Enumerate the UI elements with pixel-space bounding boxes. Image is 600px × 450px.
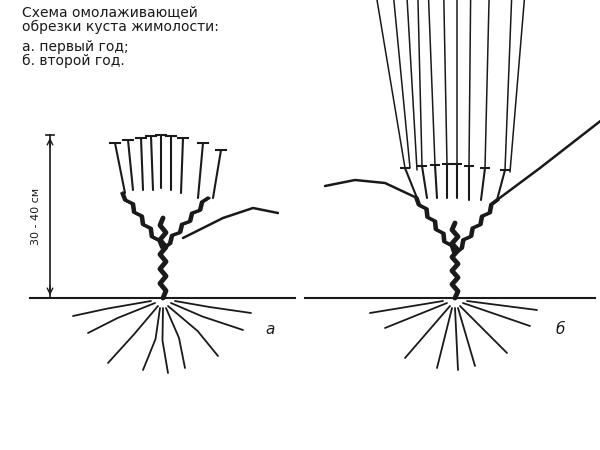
Text: Схема омолаживающей: Схема омолаживающей [22, 5, 198, 19]
Text: а: а [265, 323, 275, 338]
Text: а. первый год;: а. первый год; [22, 40, 128, 54]
Text: обрезки куста жимолости:: обрезки куста жимолости: [22, 20, 219, 34]
Text: 30 - 40 см: 30 - 40 см [31, 188, 41, 245]
Text: б: б [556, 323, 565, 338]
Text: б. второй год.: б. второй год. [22, 54, 125, 68]
